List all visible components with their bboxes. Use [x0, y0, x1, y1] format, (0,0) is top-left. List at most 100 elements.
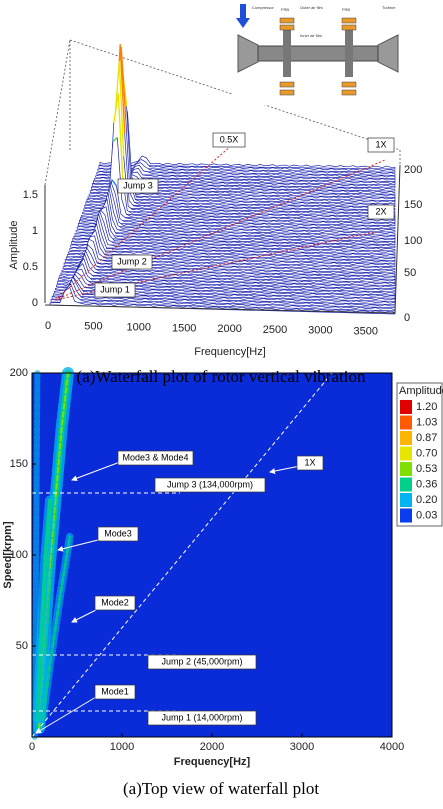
x-tick-label: 0 — [29, 741, 35, 753]
slice — [99, 155, 396, 170]
annotation-box — [367, 137, 395, 153]
x-tick-label: 2000 — [217, 323, 241, 335]
y-tick-label: 150 — [10, 458, 28, 470]
annotation: Jump 1 — [100, 284, 130, 294]
slice — [72, 208, 396, 249]
legend-label: 0.20 — [416, 494, 437, 506]
inset-label: FRB — [281, 7, 289, 12]
peak — [112, 137, 118, 142]
legend-label: 0.87 — [416, 432, 437, 444]
annotation: Jump 1 (14,000rpm) — [161, 712, 242, 722]
speed-tick-label: 100 — [404, 235, 422, 247]
peak — [113, 93, 124, 180]
x-tick-label: 500 — [84, 321, 102, 333]
slice — [73, 206, 396, 246]
legend-label: 0.03 — [416, 509, 437, 521]
slice — [68, 222, 396, 261]
x-tick-label: 0 — [45, 320, 51, 332]
annotation-box — [94, 595, 136, 611]
x-tick-label: 1000 — [127, 322, 151, 334]
slice — [98, 158, 396, 173]
waterfall-figure — [44, 2, 402, 315]
speed-tick-label: 200 — [404, 164, 422, 176]
reference-lines — [31, 372, 333, 738]
x-axis-label: Frequency[Hz] — [174, 756, 251, 768]
inset-label: Turbine — [382, 5, 396, 10]
y-tick-label: 50 — [16, 640, 28, 652]
inset-label: Inner air film — [300, 33, 323, 38]
annotation: Mode1 — [101, 686, 129, 696]
legend-swatch — [400, 446, 412, 461]
speed-tick-label: 0 — [404, 312, 410, 324]
annotation-box — [111, 254, 153, 270]
legend-swatch — [400, 477, 412, 492]
frequency-axis — [44, 304, 396, 314]
legend-swatch — [400, 431, 412, 445]
inset-label: Compressor — [252, 5, 274, 10]
annotation: 1X — [304, 457, 315, 467]
annotation: Jump 3 (134,000rpm) — [167, 479, 253, 489]
legend-label: 0.70 — [416, 447, 437, 459]
legend-swatch — [400, 415, 412, 430]
speed-tick-label: 50 — [404, 267, 416, 279]
y-axis-label: Amplitude — [8, 221, 20, 270]
x-axis-label: Frequency[Hz] — [194, 346, 266, 358]
peak — [111, 179, 117, 187]
mode-band — [35, 498, 52, 721]
annotation-box — [94, 282, 136, 298]
slice — [76, 188, 396, 236]
annotation-box — [367, 204, 395, 220]
slice — [61, 250, 396, 280]
slice — [77, 184, 396, 233]
mode-bands — [31, 367, 74, 740]
annotation: Jump 2 (45,000rpm) — [161, 656, 242, 666]
annotation-box — [296, 455, 324, 471]
legend-swatch — [400, 508, 412, 523]
mode-band — [31, 370, 41, 740]
legend-label: 1.03 — [416, 416, 437, 428]
arrows — [35, 461, 301, 734]
peak — [114, 60, 125, 157]
annotation-box — [154, 477, 266, 493]
legend-label: 1.20 — [416, 401, 437, 413]
x-tick-label: 1000 — [110, 741, 134, 753]
annotation: 2X — [375, 206, 386, 216]
plot-area — [32, 373, 392, 737]
slice — [96, 164, 396, 179]
slice — [75, 192, 396, 239]
legend-swatch — [400, 400, 412, 414]
inset-label: FRB — [342, 7, 350, 12]
x-tick-label: 2500 — [263, 324, 287, 336]
x-tick-label: 1500 — [172, 322, 196, 334]
slice — [71, 209, 396, 252]
speed-axis — [394, 164, 401, 314]
amplitude-tick-label: 1.5 — [23, 189, 38, 201]
x-tick-label: 4000 — [380, 741, 404, 753]
annotation: Jump 2 — [117, 256, 147, 266]
slice — [70, 213, 396, 255]
mode-band — [41, 535, 72, 721]
y-axis-label: Speed[krpm] — [2, 521, 14, 589]
annotation: Mode2 — [101, 597, 129, 607]
x-tick-label: 3500 — [354, 326, 378, 338]
slice — [60, 253, 396, 283]
speed-tick-label: 150 — [404, 199, 422, 211]
slice — [50, 283, 396, 312]
order-lines — [54, 144, 386, 301]
annotation-box — [117, 450, 194, 466]
annotation: Mode3 & Mode4 — [122, 452, 188, 462]
x-tick-label: 2000 — [200, 741, 224, 753]
annotation: Jump 3 — [123, 180, 153, 190]
slice — [97, 162, 396, 176]
x-tick-label: 3000 — [308, 325, 332, 337]
slice — [69, 218, 396, 258]
annotation-box — [117, 178, 159, 194]
legend-label: 0.53 — [416, 463, 437, 475]
annotation-box — [212, 132, 246, 148]
caption: (a)Top view of waterfall plot — [123, 779, 319, 798]
annotation: 1X — [375, 139, 386, 149]
amplitude-tick-label: 0.5 — [23, 261, 38, 273]
slice — [58, 262, 396, 290]
slice — [88, 186, 396, 201]
